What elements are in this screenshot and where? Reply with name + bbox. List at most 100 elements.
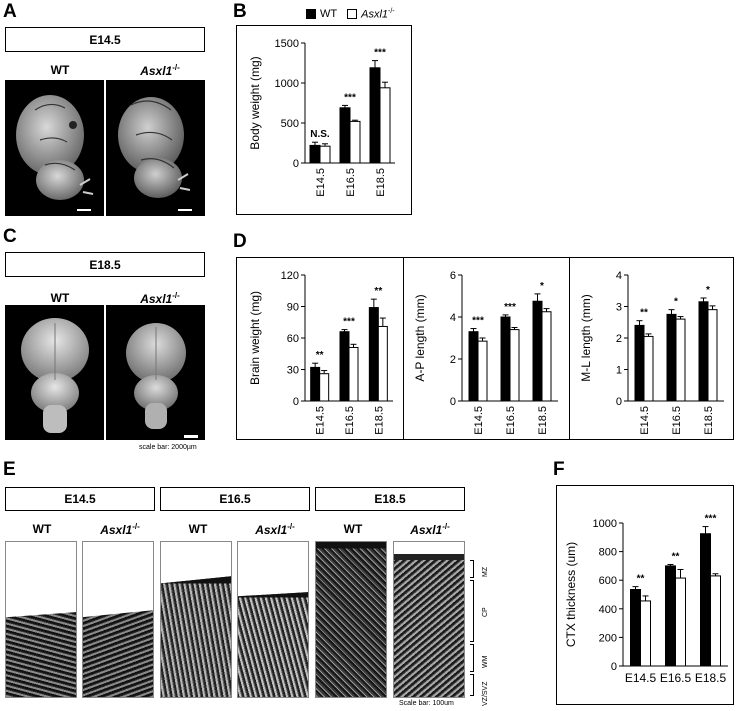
bar-ko (707, 309, 718, 402)
y-tick-label: 0 (616, 396, 622, 408)
x-tick-label: E16.5 (505, 406, 517, 435)
bar-ko (640, 600, 651, 667)
y-axis-label: M-L length (mm) (579, 294, 593, 382)
y-tick-label: 3 (616, 302, 622, 314)
significance-label: *** (343, 317, 355, 328)
significance-label: * (540, 281, 544, 292)
bar-ko (348, 346, 359, 402)
bar-ko (477, 340, 488, 402)
x-tick-label: E18.5 (537, 406, 549, 435)
chart-ml-length: 0 1 2 3 4 M-L length (mm) ** E14.5 * E16.5 * E18.5 (579, 270, 724, 435)
chart-ap-length: 0 2 4 6 A-P length (mm) *** E14.5 *** E16.5 * E18.… (413, 270, 558, 435)
bar-wt (665, 565, 676, 667)
x-tick-label: E14.5 (639, 406, 651, 435)
genotype-ko-e2: Asxl1-/- (255, 522, 295, 537)
stage-box-e185: E18.5 (315, 487, 465, 511)
y-tick-label: 0 (293, 158, 299, 170)
brain-photo-wt (5, 305, 104, 440)
legend-label-wt: WT (320, 8, 338, 21)
y-tick-label: 1 (616, 365, 622, 377)
layer-label-mz: MZ (482, 566, 489, 577)
genotype-wt-e3: WT (343, 522, 363, 536)
legend-swatch-ko (347, 9, 358, 20)
y-tick-label: 90 (287, 302, 299, 314)
bar-ko (377, 325, 388, 402)
significance-label: *** (504, 302, 516, 313)
x-tick-label: E16.5 (344, 406, 356, 435)
y-tick-label: 60 (287, 333, 299, 345)
bar-ko (541, 311, 552, 402)
bar-wt (468, 331, 479, 402)
bar-wt (309, 144, 321, 164)
y-axis-label: A-P length (mm) (413, 294, 427, 381)
x-tick-label: E18.5 (375, 168, 387, 197)
panel-label-d: D (233, 231, 247, 252)
significance-label: ** (374, 286, 382, 297)
x-tick-label: E16.5 (671, 406, 683, 435)
y-tick-label: 800 (599, 547, 617, 559)
significance-label: *** (374, 48, 386, 59)
panel-label-b: B (233, 1, 247, 22)
legend-b: WT Asxl1-/- (300, 8, 395, 21)
layer-label-vzsvz: VZ/SVZ (482, 681, 489, 706)
x-tick-label: E16.5 (660, 671, 692, 685)
y-tick-label: 2 (616, 333, 622, 345)
panel-label-c: C (3, 226, 17, 247)
y-tick-label: 500 (281, 118, 299, 130)
histology-e185-ko (393, 541, 465, 698)
histology-e185-wt (315, 541, 387, 698)
x-tick-label: E16.5 (345, 168, 357, 197)
y-tick-label: 1500 (275, 38, 299, 50)
bar-wt (666, 313, 677, 402)
scale-caption-c: scale bar: 2000µm (139, 444, 197, 451)
y-tick-label: 4 (616, 270, 622, 282)
layer-label-cp: CP (482, 607, 489, 617)
y-axis-label: Body weight (mg) (248, 56, 262, 149)
significance-label: * (706, 285, 710, 296)
significance-label: ** (637, 574, 645, 585)
significance-label: *** (472, 316, 484, 327)
panel-label-a: A (3, 1, 17, 22)
histology-e165-wt (160, 541, 232, 698)
significance-label: ** (640, 308, 648, 319)
brain-photo-ko (106, 305, 205, 440)
significance-label: ** (672, 551, 680, 562)
genotype-ko-e3: Asxl1-/- (410, 522, 450, 537)
bar-ko (319, 373, 330, 402)
y-axis-label: CTX thickness (um) (564, 542, 578, 647)
genotype-wt-e1: WT (32, 522, 52, 536)
legend-swatch-wt (306, 9, 316, 20)
panel-label-e: E (3, 459, 16, 480)
y-tick-label: 0 (293, 396, 299, 408)
stage-box-e165: E16.5 (160, 487, 310, 511)
bar-ko (349, 120, 361, 164)
y-tick-label: 0 (611, 661, 617, 673)
bar-wt (630, 588, 641, 667)
significance-label: N.S. (310, 129, 330, 140)
bar-wt (339, 331, 350, 402)
x-tick-label: E14.5 (625, 671, 657, 685)
bar-ko (319, 145, 331, 164)
embryo-photo-wt (5, 80, 104, 216)
panel-label-f: F (553, 459, 565, 480)
chart-box-b: 0 500 1000 1500 Body weight (mg) N.S. E14.5 ***… (236, 25, 412, 215)
chart-ctx-thickness: 0 200 400 600 800 1000 CTX thickness (um) ** E14… (564, 514, 728, 685)
y-tick-label: 0 (450, 396, 456, 408)
legend-label-ko: Asxl1-/- (361, 8, 395, 21)
bar-wt (698, 301, 709, 402)
stage-box-c: E18.5 (5, 252, 205, 277)
y-axis-label: Brain weight (mg) (248, 291, 262, 385)
bar-ko (710, 575, 721, 667)
bar-ko (675, 577, 686, 667)
y-tick-label: 6 (450, 270, 456, 282)
stage-box-a: E14.5 (5, 27, 205, 52)
bar-wt (368, 307, 379, 402)
genotype-wt-c: WT (50, 291, 70, 305)
histology-e145-wt (5, 541, 77, 698)
significance-label: ** (316, 350, 324, 361)
y-tick-label: 600 (599, 575, 617, 587)
bar-ko (509, 329, 520, 402)
genotype-wt-e2: WT (188, 522, 208, 536)
significance-label: *** (705, 514, 717, 525)
chart-box-f: 0 200 400 600 800 1000 CTX thickness (um) ** E14… (556, 485, 734, 705)
